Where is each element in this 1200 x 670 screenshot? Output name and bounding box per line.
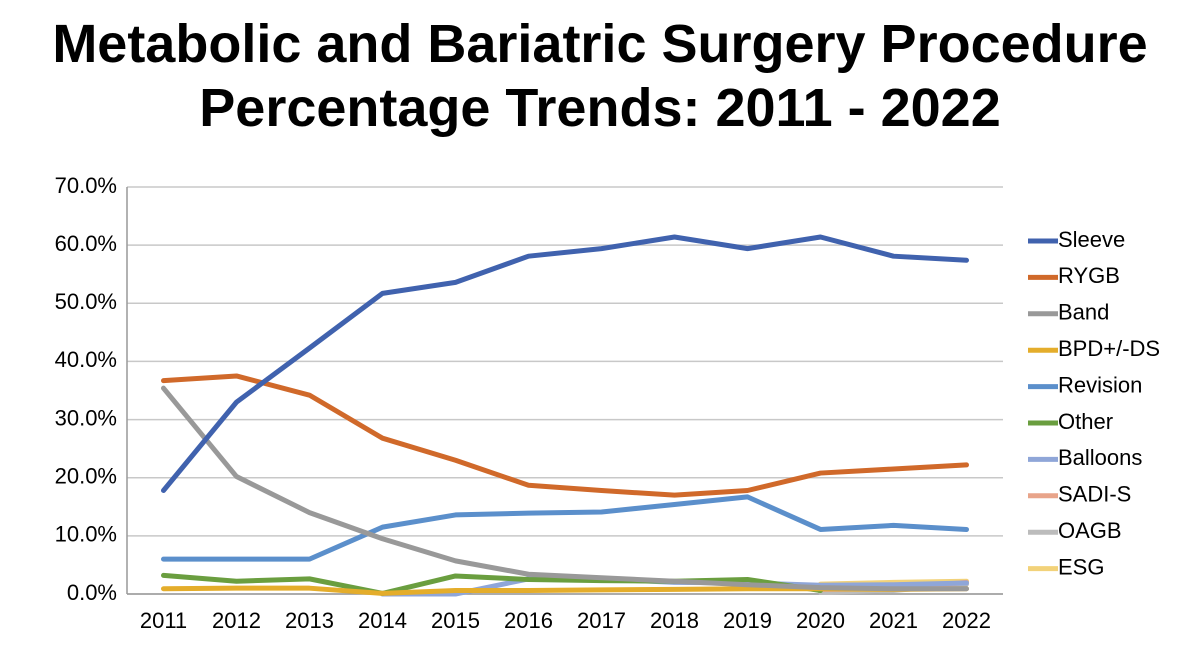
y-tick-label: 0.0% xyxy=(67,580,117,605)
x-tick-label: 2015 xyxy=(431,608,480,633)
x-tick-label: 2019 xyxy=(723,608,772,633)
x-tick-label: 2016 xyxy=(504,608,553,633)
legend-label: Band xyxy=(1058,300,1109,325)
y-tick-label: 60.0% xyxy=(55,231,117,256)
x-tick-label: 2011 xyxy=(140,608,187,633)
series-line xyxy=(161,234,969,494)
legend-label: RYGB xyxy=(1058,263,1120,288)
x-tick-label: 2012 xyxy=(212,608,261,633)
y-tick-label: 10.0% xyxy=(55,522,117,547)
y-tick-label: 50.0% xyxy=(55,289,117,314)
x-tick-label: 2022 xyxy=(942,608,991,633)
y-tick-label: 30.0% xyxy=(55,405,117,430)
x-tick-label: 2014 xyxy=(358,608,407,633)
x-tick-label: 2021 xyxy=(869,608,918,633)
x-tick-label: 2018 xyxy=(650,608,699,633)
y-tick-label: 70.0% xyxy=(55,173,117,198)
legend-label: Sleeve xyxy=(1058,227,1125,252)
series-line xyxy=(161,494,969,562)
legend-label: Other xyxy=(1058,409,1113,434)
series-line xyxy=(161,373,969,498)
series-line xyxy=(161,385,969,592)
y-tick-label: 20.0% xyxy=(55,464,117,489)
series-line xyxy=(161,572,823,596)
legend-label: BPD+/-DS xyxy=(1058,336,1160,361)
legend-label: SADI-S xyxy=(1058,482,1131,507)
legend-label: Balloons xyxy=(1058,445,1142,470)
legend-label: OAGB xyxy=(1058,518,1122,543)
x-tick-label: 2020 xyxy=(796,608,845,633)
y-tick-label: 40.0% xyxy=(55,347,117,372)
x-tick-label: 2013 xyxy=(285,608,334,633)
chart-title: Metabolic and Bariatric Surgery Procedur… xyxy=(52,14,1148,138)
legend-label: Revision xyxy=(1058,372,1142,397)
x-tick-label: 2017 xyxy=(577,608,626,633)
legend-label: ESG xyxy=(1058,554,1104,579)
